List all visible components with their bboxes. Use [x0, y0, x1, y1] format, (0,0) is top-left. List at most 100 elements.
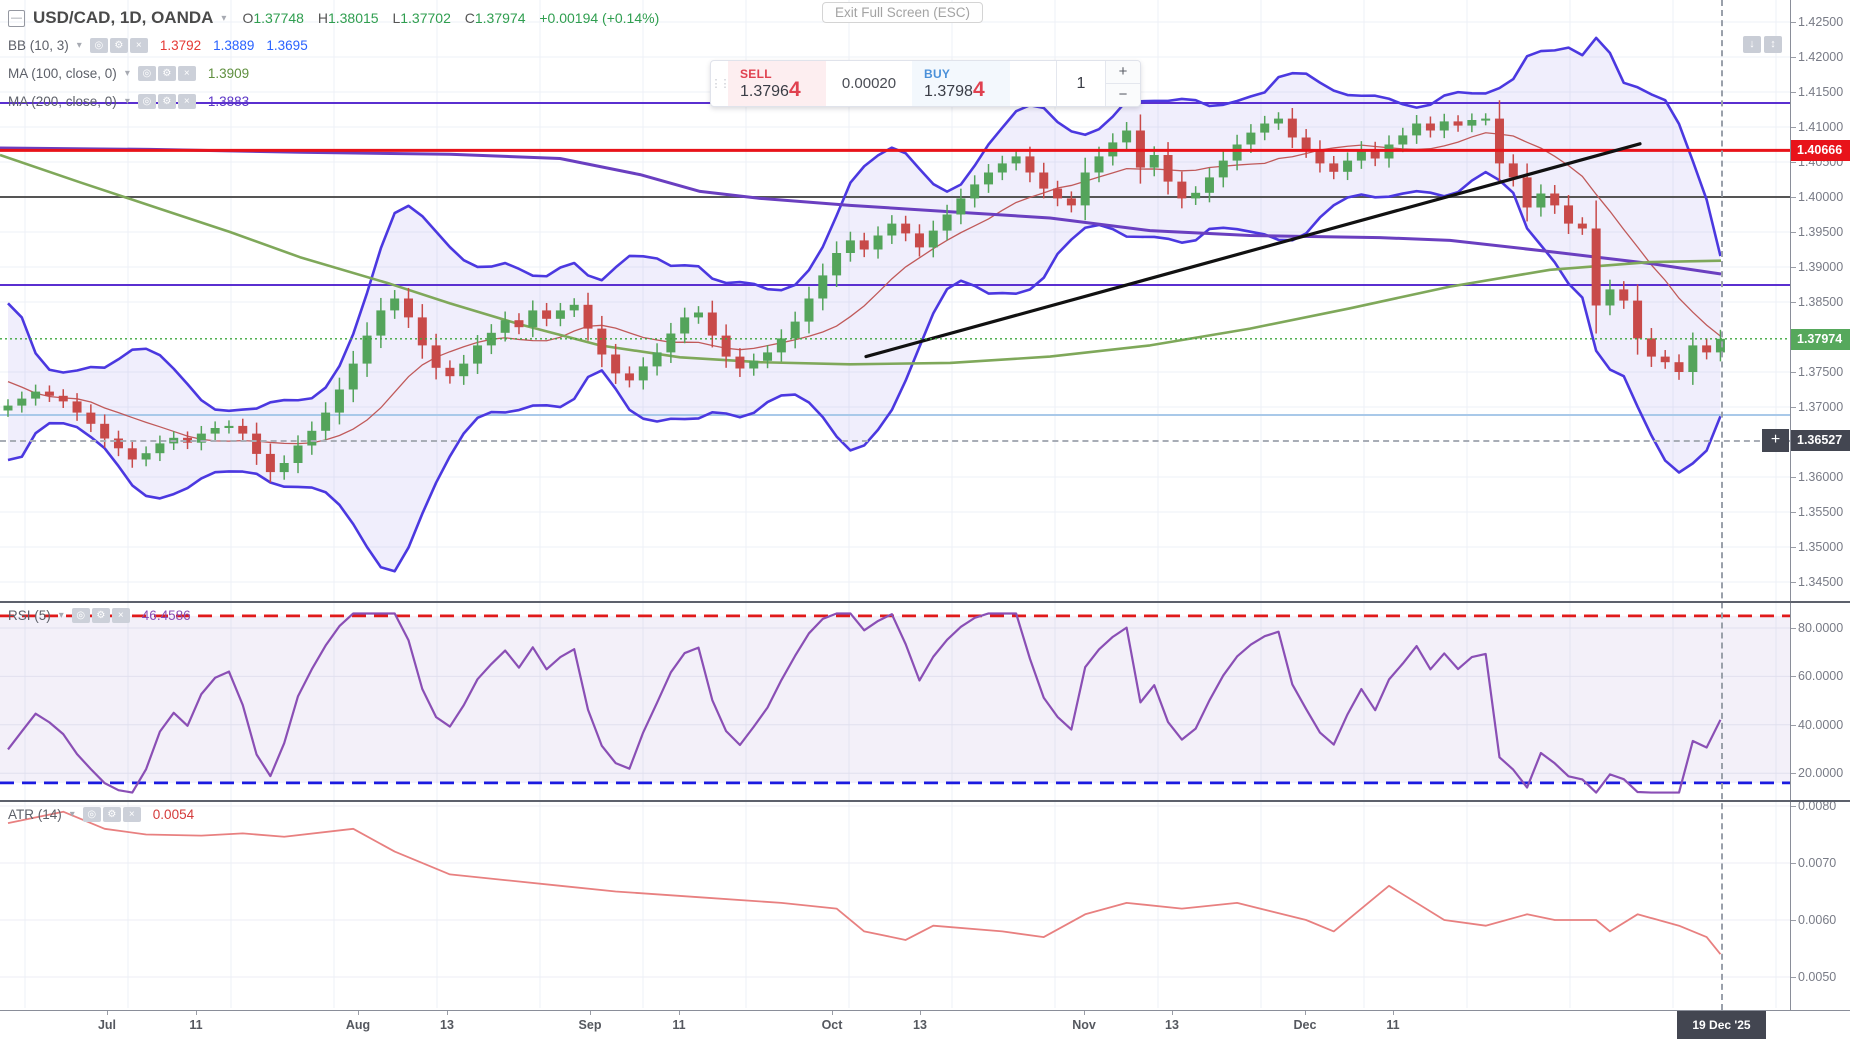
quantity-field[interactable]: 1 — [1056, 61, 1105, 106]
candle-body — [362, 335, 372, 364]
close-value: 1.37974 — [474, 10, 526, 26]
autoscale-icon[interactable]: ↕ — [1764, 36, 1782, 53]
candle-body — [17, 398, 27, 406]
gear-icon[interactable]: ⚙ — [157, 94, 176, 109]
symbol-title[interactable]: USD/CAD, 1D, OANDA — [33, 8, 214, 27]
time-tick — [1305, 1011, 1306, 1015]
candle-body — [914, 233, 924, 248]
price-axis[interactable]: 1.40666 1.37974 1.36527 1.42500 1.42000 1.… — [1790, 0, 1850, 1010]
sell-price: 1.3796 — [740, 82, 789, 100]
axis-tick — [1791, 162, 1796, 163]
ma100-label[interactable]: MA (100, close, 0) — [8, 66, 117, 81]
quantity-increase-button[interactable]: + — [1106, 61, 1140, 84]
eye-icon[interactable]: ◎ — [137, 94, 156, 109]
candle-body — [942, 214, 952, 231]
scroll-to-recent-icon[interactable]: ↓ — [1743, 36, 1761, 53]
time-label: 13 — [440, 1018, 454, 1032]
candle-body — [1177, 181, 1187, 199]
candle-body — [1619, 289, 1629, 301]
buy-button[interactable]: BUY 1.37984 — [912, 61, 1010, 106]
candle-body — [1646, 338, 1656, 357]
candle-body — [1702, 345, 1712, 353]
main-price-pane[interactable] — [0, 0, 1790, 601]
ma200-value: 1.3883 — [207, 94, 250, 109]
chevron-down-icon[interactable]: ▾ — [221, 12, 227, 24]
chevron-down-icon[interactable]: ▾ — [58, 610, 64, 621]
candle-body — [1053, 188, 1063, 199]
axis-tick — [1791, 920, 1796, 921]
candle-body — [1508, 163, 1518, 178]
candle-body — [403, 298, 413, 318]
candle-body — [1122, 130, 1132, 143]
candle-body — [3, 405, 13, 411]
ma100-line — [0, 153, 1722, 366]
rsi-scale-label: 40.0000 — [1798, 717, 1844, 732]
low-label: L — [392, 10, 401, 26]
drag-handle-icon[interactable]: ⋮⋮ — [710, 78, 731, 90]
price-label: 1.37500 — [1798, 365, 1844, 379]
candle-body — [804, 298, 814, 322]
candle-body — [1674, 362, 1684, 372]
candle-body — [680, 317, 690, 334]
chevron-down-icon[interactable]: ▾ — [124, 96, 130, 107]
rsi-scale-label: 20.0000 — [1798, 766, 1844, 781]
sell-button[interactable]: SELL 1.37964 — [728, 61, 826, 106]
time-tick — [107, 1011, 108, 1015]
price-label: 1.35000 — [1798, 540, 1844, 554]
candle-body — [1343, 160, 1353, 172]
gear-icon[interactable]: ⚙ — [102, 807, 121, 822]
candle-body — [1467, 120, 1477, 126]
close-icon[interactable]: × — [111, 608, 130, 623]
ma200-label[interactable]: MA (200, close, 0) — [8, 94, 117, 109]
candle-body — [334, 389, 344, 413]
candle-body — [376, 310, 386, 336]
rsi-label[interactable]: RSI (5) — [8, 608, 51, 623]
candle-body — [666, 333, 676, 353]
close-icon[interactable]: × — [129, 38, 148, 53]
candle-body — [44, 391, 54, 396]
candle-body — [307, 430, 317, 446]
eye-icon[interactable]: ◎ — [89, 38, 108, 53]
candle-body — [1066, 198, 1076, 206]
atr-label[interactable]: ATR (14) — [8, 807, 62, 822]
price-label: 1.38500 — [1798, 295, 1844, 309]
candle-body — [1356, 149, 1366, 161]
chevron-down-icon[interactable]: ▾ — [124, 68, 130, 79]
candle-body — [514, 320, 524, 328]
close-icon[interactable]: × — [122, 807, 141, 822]
quantity-decrease-button[interactable]: − — [1106, 84, 1140, 106]
eye-icon[interactable]: ◎ — [137, 66, 156, 81]
candle-body — [845, 240, 855, 253]
candle-body — [1025, 156, 1035, 173]
bb-label[interactable]: BB (10, 3) — [8, 38, 69, 53]
chevron-down-icon[interactable]: ▾ — [69, 809, 75, 820]
pane-separator-main-rsi[interactable] — [0, 601, 1850, 603]
eye-icon[interactable]: ◎ — [82, 807, 101, 822]
crosshair-plus-button[interactable]: + — [1762, 429, 1789, 452]
collapse-legend-icon[interactable]: — — [8, 9, 25, 27]
atr-pane[interactable] — [0, 802, 1790, 1008]
candle-body — [721, 335, 731, 357]
axis-tick — [1791, 92, 1796, 93]
eye-icon[interactable]: ◎ — [71, 608, 90, 623]
gear-icon[interactable]: ⚙ — [109, 38, 128, 53]
rsi-pane[interactable] — [0, 603, 1790, 800]
gear-icon[interactable]: ⚙ — [157, 66, 176, 81]
candle-body — [583, 304, 593, 329]
candle-body — [555, 310, 565, 319]
pane-separator-rsi-atr[interactable] — [0, 800, 1850, 802]
bollinger-upper-band — [7, 36, 1722, 413]
time-axis[interactable]: 19 Dec '25 Jul 11 Aug 13 Sep 11 Oct 13 Nov 13 Dec 1… — [0, 1010, 1850, 1043]
close-icon[interactable]: × — [177, 94, 196, 109]
ma200-legend-row: MA (200, close, 0) ▾ ◎ ⚙ × 1.3883 — [8, 94, 249, 109]
candle-body — [113, 438, 123, 449]
candle-body — [1232, 144, 1242, 161]
close-icon[interactable]: × — [177, 66, 196, 81]
time-tick — [358, 1011, 359, 1015]
candle-body — [127, 448, 137, 460]
ma200-line — [0, 146, 1722, 276]
price-label: 1.40000 — [1798, 190, 1844, 204]
chevron-down-icon[interactable]: ▾ — [76, 40, 82, 51]
bb-legend-row: BB (10, 3) ▾ ◎ ⚙ × 1.3792 1.3889 1.3695 — [8, 38, 308, 53]
gear-icon[interactable]: ⚙ — [91, 608, 110, 623]
